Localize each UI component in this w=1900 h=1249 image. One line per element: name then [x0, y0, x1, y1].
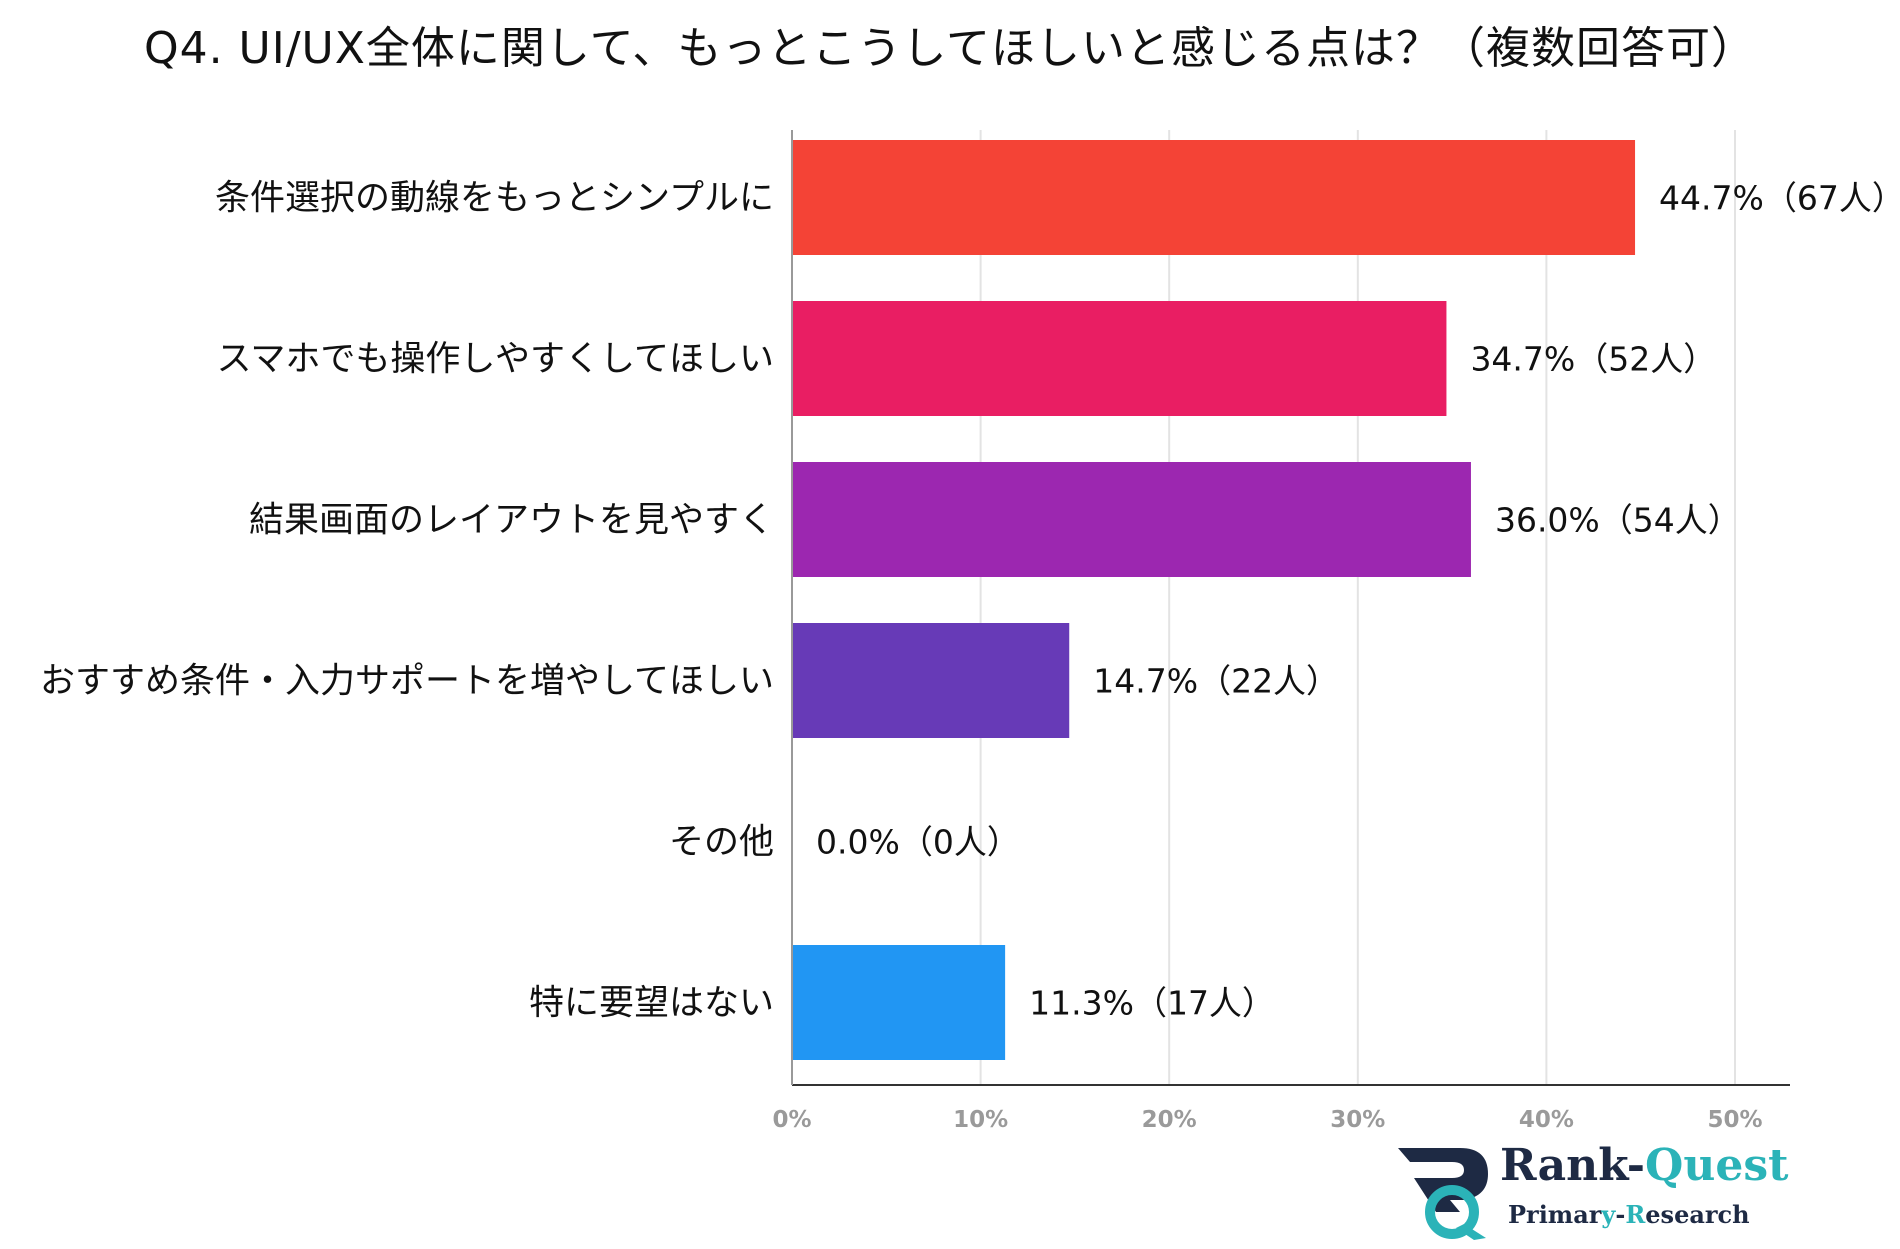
value-label: 0.0%（0人）	[816, 823, 1020, 862]
bar	[792, 140, 1636, 255]
chart-title: Q4. UI/UX全体に関して、もっとこうしてほしいと感じる点は？（複数回答可）	[143, 23, 1757, 74]
logo-name: Rank-Quest	[1500, 1140, 1789, 1191]
category-label: 条件選択の動線をもっとシンプルに	[215, 179, 774, 219]
value-label: 44.7%（67人）	[1659, 179, 1900, 218]
x-tick-label: 40%	[1519, 1107, 1574, 1133]
rq-emblem-icon	[1398, 1148, 1488, 1240]
category-label: 特に要望はない	[529, 984, 774, 1024]
value-label: 36.0%（54人）	[1495, 501, 1741, 540]
x-tick-label: 20%	[1142, 1107, 1197, 1133]
category-label: おすすめ条件・入力サポートを増やしてほしい	[40, 662, 774, 702]
bar	[792, 945, 1006, 1060]
value-label: 34.7%（52人）	[1470, 340, 1716, 379]
value-label: 11.3%（17人）	[1029, 984, 1275, 1023]
x-tick-label: 50%	[1707, 1107, 1762, 1133]
bar	[792, 623, 1070, 738]
rank-quest-logo: Rank-Quest Primary-Research	[1390, 1140, 1790, 1240]
category-label: 結果画面のレイアウトを見やすく	[249, 501, 774, 541]
x-tick-label: 30%	[1330, 1107, 1385, 1133]
bars	[792, 140, 1636, 1060]
category-label: スマホでも操作しやすくしてほしい	[216, 340, 774, 380]
axis: 0% 10% 20% 30% 40% 50% 条件選択の動線をもっとシンプルに 44.7%（6…	[40, 130, 1900, 1133]
gridlines	[979, 130, 1736, 1085]
logo-subtitle: Primary-Research	[1508, 1200, 1750, 1229]
bar	[792, 462, 1471, 577]
category-label: その他	[669, 823, 774, 863]
bar	[792, 301, 1447, 416]
x-tick-label: 10%	[953, 1107, 1008, 1133]
value-label: 14.7%（22人）	[1093, 662, 1339, 701]
x-tick-label: 0%	[772, 1107, 811, 1133]
